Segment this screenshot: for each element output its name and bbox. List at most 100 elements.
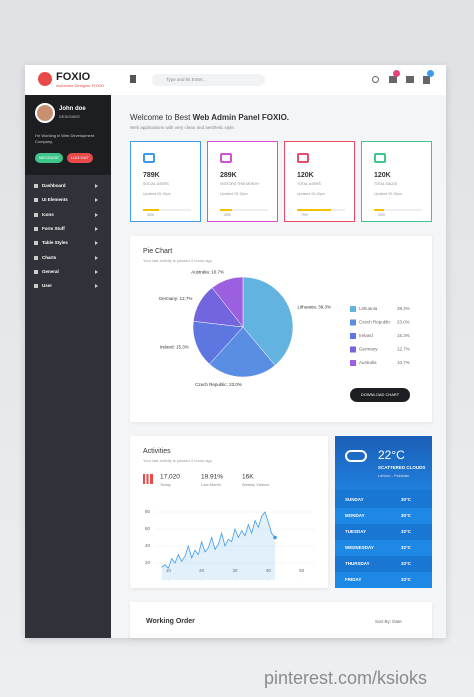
menu-arrow [95,184,98,188]
x-tick-label: 40 [266,568,272,573]
search-placeholder: Type and hit Enter... [166,77,207,82]
progress-bar [297,209,331,211]
forecast-temp: 33°C [401,577,412,582]
stat-value: 789K [143,172,160,179]
menu-arrow [95,269,98,274]
mail-icon[interactable] [389,76,397,83]
orders-sort[interactable]: Sort By: Date [375,619,402,624]
x-tick-label: 30 [232,568,238,573]
weather-condition: SCATTERED CLOUDS [378,465,426,470]
progress-bar [220,209,232,211]
slice-label: Germany: 12.7% [159,296,193,301]
bars-icon [143,474,153,484]
badge [393,70,400,77]
pie-subtitle: Your last activity is passed 4 hours ago [143,258,213,263]
stat-label: TOTAL USERS [297,182,321,186]
area-fill [161,512,275,580]
summary-value: 16K [242,474,254,481]
watermark: pinterest.com/ksioks [264,668,428,688]
legend-value: 12.7% [397,347,410,352]
menu-icon [34,241,38,246]
stat-icon [297,153,309,163]
legend-swatch [350,333,356,339]
y-tick-label: 20 [145,560,151,565]
forecast-day: THURSDAY [345,561,370,566]
stat-updated: Updated 05:15pm [220,192,248,196]
y-tick-label: 40 [145,543,151,548]
weather-header: 22°C SCATTERED CLOUDS Lahore - Pakistan [335,436,432,490]
x-tick-label: 10 [166,568,172,573]
legend-swatch [350,346,356,353]
menu-item[interactable]: User [42,283,53,289]
menu-item[interactable]: Icons [42,211,54,217]
topbar: FOXIO Awesome Designer FOXIO Type and hi… [25,65,446,95]
stat-value: 120K [374,172,391,179]
stat-card: 289K VISITORS THIS MONTH Updated 05:15pm 25… [207,141,278,222]
menu-arrow [95,241,98,246]
download-button[interactable]: DOWNLOAD CHART [350,388,410,402]
progress-track [374,209,422,211]
logo: FOXIO [56,71,91,83]
y-tick-label: 80 [145,509,151,514]
legend-name: Lithuania [359,306,378,311]
menu-item[interactable]: General [42,268,59,274]
welcome-lead: Welcome to Best [130,113,191,122]
logout-button[interactable]: LOG OUT [67,153,93,163]
forecast-row: WEDNESDAY 32°C [335,540,432,556]
menu-arrow [95,212,98,217]
stat-updated: Updated 05:15pm [374,192,402,196]
x-tick-label: 50 [299,568,305,573]
stat-label: VISITORS THIS MONTH [220,182,259,186]
forecast-day: SUNDAY [345,497,364,502]
progress-bar [374,209,384,211]
cloud-icon [345,450,367,462]
menu-item[interactable]: Form Stuff [42,225,65,231]
menu-icon [34,198,38,203]
menu-arrow [95,198,98,203]
forecast-temp: 33°C [401,561,412,566]
stat-value: 289K [220,172,237,179]
summary-label: Last Month [201,482,221,487]
user-bio: I'm Working in Web Development Company. [35,133,95,144]
welcome-subtitle: Web applications with very clean and aes… [130,125,235,130]
menu-item[interactable]: Dashboard [42,183,66,188]
menu-arrow [95,255,98,260]
summary-label: Weekly Visitors [242,482,269,487]
progress-label: 25% [224,213,232,217]
settings-icon[interactable] [372,76,379,83]
stat-label: TOTAL SALES [374,182,398,186]
menu-item[interactable]: UI Elements [42,197,68,203]
profile: John doe DESIGNER I'm Working in Web Dev… [25,95,111,175]
menu-item[interactable]: Table Styles [42,240,68,246]
forecast-day: FRIDAY [345,577,362,582]
legend-swatch [350,360,356,366]
tools-icon[interactable] [406,76,414,83]
legend-value: 10.7% [397,360,410,365]
forecast-row: THURSDAY 33°C [335,556,432,572]
forecast-day: MONDAY [345,513,365,518]
stat-icon [143,153,155,163]
orders-card: Working Order Sort By: Date [130,602,432,638]
activity-subtitle: Your last activity is passed 4 hours ago [143,458,213,463]
slice-label: Lithuania: 39.3% [298,304,332,309]
menu-item[interactable]: Charts [42,254,57,260]
welcome-brand: Web Admin Panel FOXIO. [192,113,290,122]
forecast-row: MONDAY 30°C [335,508,432,524]
stat-icon [220,153,232,163]
legend-value: 39.3% [397,306,410,311]
legend-name: Ireland [359,333,373,338]
forecast-temp: 32°C [401,529,412,534]
menu-arrow [95,226,98,231]
legend-swatch [350,319,356,326]
pie-slice [242,276,294,366]
pie-slice [209,326,276,378]
progress-label: 20% [378,213,386,217]
menu-icon[interactable] [130,75,136,83]
bell-icon[interactable] [423,76,430,84]
line [161,511,276,569]
search-box[interactable]: Type and hit Enter... [152,74,265,86]
message-button[interactable]: MESSAGE [35,153,63,163]
menu-icon [34,226,38,231]
progress-bar [143,209,159,211]
menu-icon [34,255,38,260]
